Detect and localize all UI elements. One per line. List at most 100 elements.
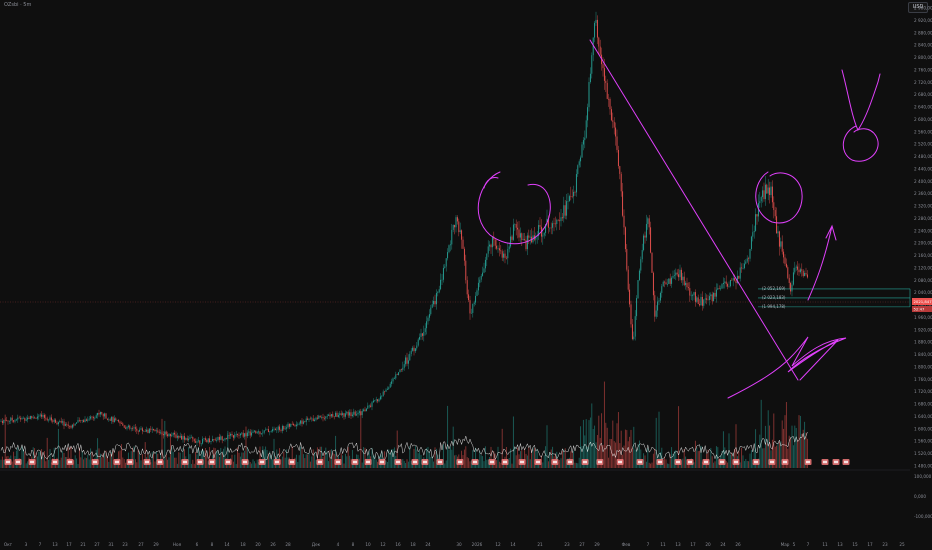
- currency-button[interactable]: USD: [908, 2, 928, 13]
- volume-bar: [375, 459, 377, 468]
- volume-bar: [178, 452, 180, 468]
- volume-bar: [658, 411, 660, 468]
- candle-body: [690, 295, 692, 297]
- volume-bar: [575, 462, 577, 468]
- volume-bar: [183, 449, 185, 468]
- volume-bar: [203, 450, 205, 468]
- circle-drawing-1[interactable]: [477, 171, 551, 245]
- candle-body: [665, 282, 667, 285]
- volume-bar: [785, 402, 787, 468]
- candle-body: [8, 420, 10, 422]
- candle-body: [515, 224, 517, 228]
- volume-bar: [524, 448, 526, 468]
- date-tick-label: 11: [660, 542, 666, 547]
- circle-tail-drawing-1[interactable]: [483, 177, 499, 189]
- candle-body: [280, 429, 282, 431]
- candle-body: [106, 418, 108, 420]
- volume-bar: [371, 447, 373, 468]
- candle-body: [459, 230, 461, 233]
- candle-body: [552, 223, 554, 228]
- candle-body: [284, 428, 286, 430]
- candle-body: [101, 412, 103, 414]
- candle-body: [252, 431, 254, 433]
- candle-body: [774, 210, 776, 217]
- candle-body: [396, 374, 398, 375]
- volume-bar: [101, 457, 103, 468]
- candle-body: [493, 236, 495, 240]
- candle-body: [465, 260, 467, 281]
- candle-body: [164, 431, 166, 436]
- volume-bar: [574, 462, 576, 468]
- price-tick-label: 1 680,000: [914, 402, 932, 407]
- date-tick-label: 6: [196, 542, 199, 547]
- candle-body: [161, 432, 163, 435]
- candle-body: [770, 186, 772, 195]
- event-tag-icon: [275, 460, 279, 464]
- candle-body: [776, 216, 778, 234]
- arrow-drawing[interactable]: [807, 224, 837, 301]
- volume-bar: [396, 430, 398, 468]
- candle-body: [657, 301, 659, 311]
- volume-bar: [414, 446, 416, 468]
- candle-body: [507, 249, 509, 259]
- candle-body: [104, 413, 106, 417]
- candle-body: [405, 357, 407, 365]
- volume-bar: [497, 446, 499, 468]
- candle-body: [762, 190, 764, 198]
- volume-bar: [623, 445, 625, 468]
- volume-bar: [88, 459, 90, 468]
- candle-body: [451, 229, 453, 245]
- scribble-drawing[interactable]: [727, 336, 847, 399]
- volume-bar: [150, 462, 152, 468]
- volume-bar: [267, 453, 269, 468]
- candle-body: [35, 418, 37, 419]
- volume-bar: [794, 425, 796, 468]
- volume-bar: [161, 418, 163, 468]
- candle-body: [262, 432, 264, 434]
- price-candles: [0, 11, 808, 447]
- volume-bar: [484, 446, 486, 468]
- candle-body: [126, 426, 128, 429]
- candle-body: [336, 412, 338, 417]
- volume-bar: [238, 452, 240, 468]
- chart-background: [0, 301, 910, 471]
- candle-body: [764, 184, 766, 200]
- circle-drawing-2[interactable]: [755, 171, 803, 224]
- candle-body: [119, 421, 121, 424]
- candle-body: [743, 263, 745, 269]
- volume-bar: [647, 448, 649, 468]
- volume-bar: [328, 461, 330, 468]
- volume-bar: [543, 455, 545, 468]
- date-axis[interactable]: Окт 3 7 13 17 21 27 31 23 27 29 Ноя 6 8 14 18 20 26 28 Дек 4…: [4, 542, 905, 547]
- volume-bar: [301, 448, 303, 468]
- current-price-countdown-tag: [912, 306, 932, 312]
- level-label: (2 052,169): [762, 286, 786, 291]
- event-tag-icon: [754, 460, 758, 464]
- volume-bar: [409, 446, 411, 468]
- candle-body: [353, 411, 355, 415]
- volume-bar: [561, 450, 563, 468]
- trendline-drawing[interactable]: [589, 39, 799, 381]
- candle-body: [218, 437, 220, 440]
- volume-bar: [532, 447, 534, 468]
- volume-bar: [434, 447, 436, 468]
- v-drawing[interactable]: [841, 69, 881, 131]
- candle-body: [437, 292, 439, 294]
- small-circle-drawing[interactable]: [842, 125, 879, 162]
- event-tag-icon: [336, 460, 340, 464]
- volume-bar: [463, 449, 465, 468]
- candle-body: [78, 420, 80, 421]
- candle-body: [416, 345, 418, 349]
- volume-bar: [771, 439, 773, 468]
- volume-bar: [25, 463, 27, 468]
- candle-body: [585, 120, 587, 138]
- volume-bar: [416, 449, 418, 468]
- volume-bar: [346, 456, 348, 468]
- candle-body: [426, 321, 428, 329]
- candle-body: [108, 419, 110, 420]
- candle-body: [388, 387, 390, 389]
- price-axis[interactable]: 2 960,000 2 920,000 2 880,000 2 840,000 2 80…: [912, 6, 932, 520]
- volume-bar: [713, 462, 715, 468]
- volume-bar: [339, 463, 341, 468]
